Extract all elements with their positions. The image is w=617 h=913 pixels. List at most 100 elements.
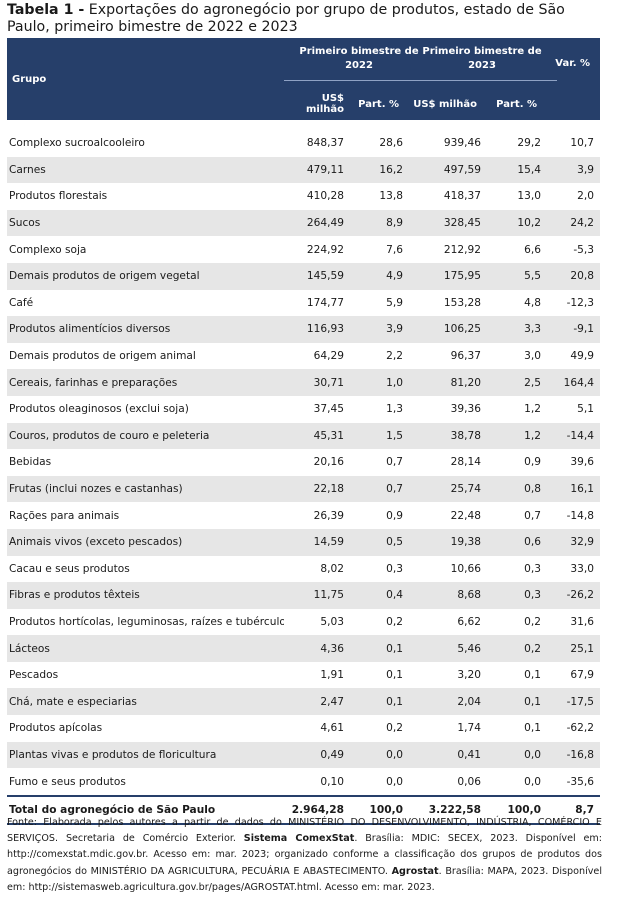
header-part-2023: Part. % [485,88,545,120]
cell-part-2023: 0,2 [524,615,541,628]
header-var-blank [545,88,600,120]
exports-table: Grupo Primeiro bimestre de 2022 Primeiro… [7,38,600,825]
cell-part-2023: 2,5 [485,369,545,396]
cell-var: -26,2 [545,582,600,609]
cell-usd-2023: 212,92 [443,243,481,256]
cell-grupo: Complexo soja [9,243,87,256]
cell-part-2023: 3,0 [524,350,541,363]
cell-var: -16,8 [545,741,600,769]
cell-usd-2023: 497,59 [407,156,485,184]
cell-usd-2022: 8,02 [320,562,344,575]
cell-part-2023: 0,1 [524,669,541,682]
cell-grupo: Rações para animais [9,509,120,522]
note-bold-2: Agrostat [391,865,439,877]
cell-usd-2022: 264,49 [284,209,352,237]
table-row: Produtos oleaginosos (exclui soja) 37,45 1… [7,396,600,423]
cell-var: 10,7 [570,137,594,150]
cell-usd-2022: 45,31 [284,422,352,450]
cell-var: -62,2 [566,722,594,735]
table-row: Complexo soja 224,92 7,6 212,92 6,6 -5,3 [7,236,600,263]
cell-var: -35,6 [566,775,594,788]
cell-part-2023: 0,6 [485,528,545,556]
cell-part-2023: 6,6 [524,243,541,256]
cell-var: 33,0 [570,562,594,575]
cell-part-2022: 0,3 [386,562,403,575]
cell-part-2023: 5,5 [485,262,545,290]
cell-usd-2022: 145,59 [284,262,352,290]
note-text-2: . Brasília: MDIC: SECEX, 2023. Disponíve… [7,833,602,877]
cell-grupo: Demais produtos de origem vegetal [7,262,284,290]
table-row: Fumo e seus produtos 0,10 0,0 0,06 0,0 -35,6 [7,768,600,796]
header-period-2022: Primeiro bimestre de 2022 [284,38,434,88]
cell-grupo: Demais produtos de origem animal [9,350,196,363]
cell-part-2022: 1,0 [352,369,407,396]
cell-usd-2023: 0,41 [407,741,485,769]
cell-usd-2023: 22,48 [450,509,481,522]
cell-var: 39,6 [570,456,594,469]
cell-part-2022: 0,7 [386,456,403,469]
cell-part-2023: 3,3 [485,316,545,343]
cell-part-2023: 0,8 [485,475,545,503]
cell-var: -14,8 [566,509,594,522]
cell-part-2022: 0,9 [386,509,403,522]
cell-var: -17,5 [545,688,600,716]
total-cell-var: 8,7 [545,794,600,825]
header-period-2023: Primeiro bimestre de 2023 [407,38,557,88]
cell-usd-2023: 418,37 [443,190,481,203]
cell-usd-2022: 37,45 [313,403,344,416]
cell-part-2022: 5,9 [386,296,403,309]
cell-usd-2022: 2,47 [284,688,352,716]
table-row: Café 174,77 5,9 153,28 4,8 -12,3 [7,290,600,317]
cell-usd-2023: 96,37 [450,350,481,363]
cell-part-2023: 0,3 [485,582,545,609]
table-row: Demais produtos de origem animal 64,29 2,2… [7,343,600,370]
table-row: Bebidas 20,16 0,7 28,14 0,9 39,6 [7,449,600,476]
cell-grupo: Carnes [7,156,284,184]
total-cell-part-2023: 100,0 [485,794,545,825]
cell-part-2023: 29,2 [517,137,541,150]
table-row: Cacau e seus produtos 8,02 0,3 10,66 0,3 33,0 [7,556,600,583]
cell-usd-2022: 64,29 [313,350,344,363]
cell-grupo: Produtos oleaginosos (exclui soja) [9,403,189,416]
cell-part-2023: 0,3 [524,562,541,575]
cell-usd-2023: 175,95 [407,262,485,290]
cell-part-2022: 0,0 [352,741,407,769]
cell-usd-2022: 30,71 [284,369,352,396]
cell-part-2023: 0,2 [485,635,545,662]
table-row: Fibras e produtos têxteis 11,75 0,4 8,68 0,3… [7,582,600,609]
cell-part-2023: 1,2 [524,403,541,416]
cell-usd-2023: 8,68 [407,582,485,609]
cell-part-2022: 7,6 [386,243,403,256]
cell-var: 24,2 [545,209,600,237]
header-period-2023-label: Primeiro bimestre de 2023 [407,45,557,81]
cell-part-2022: 0,0 [386,775,403,788]
cell-usd-2022: 26,39 [313,509,344,522]
total-cell-usd-2023: 3.222,58 [407,794,485,825]
cell-part-2023: 0,7 [524,509,541,522]
cell-var: -9,1 [545,316,600,343]
cell-part-2023: 10,2 [485,209,545,237]
cell-usd-2023: 328,45 [407,209,485,237]
cell-usd-2022: 4,36 [284,635,352,662]
caption-label: Tabela 1 - [7,2,85,18]
cell-grupo: Frutas (inclui nozes e castanhas) [7,475,284,503]
cell-var: 5,1 [577,403,594,416]
table-row: Frutas (inclui nozes e castanhas) 22,18 0,… [7,475,600,503]
cell-usd-2023: 25,74 [407,475,485,503]
cell-part-2022: 13,8 [379,190,403,203]
cell-usd-2023: 39,36 [450,403,481,416]
cell-usd-2023: 3,20 [457,669,481,682]
cell-part-2022: 0,1 [352,688,407,716]
cell-usd-2023: 2,04 [407,688,485,716]
cell-part-2022: 2,2 [386,350,403,363]
cell-var: 2,0 [577,190,594,203]
cell-var: 164,4 [545,369,600,396]
table-body: Complexo sucroalcooleiro 848,37 28,6 939,46… [7,120,600,825]
table-row: Lácteos 4,36 0,1 5,46 0,2 25,1 [7,635,600,662]
cell-grupo: Produtos apícolas [9,722,103,735]
cell-part-2022: 0,2 [386,722,403,735]
cell-part-2022: 0,1 [352,635,407,662]
cell-var: 32,9 [545,528,600,556]
cell-part-2022: 28,6 [379,137,403,150]
table-row: Produtos hortícolas, leguminosas, raízes… [7,609,600,636]
